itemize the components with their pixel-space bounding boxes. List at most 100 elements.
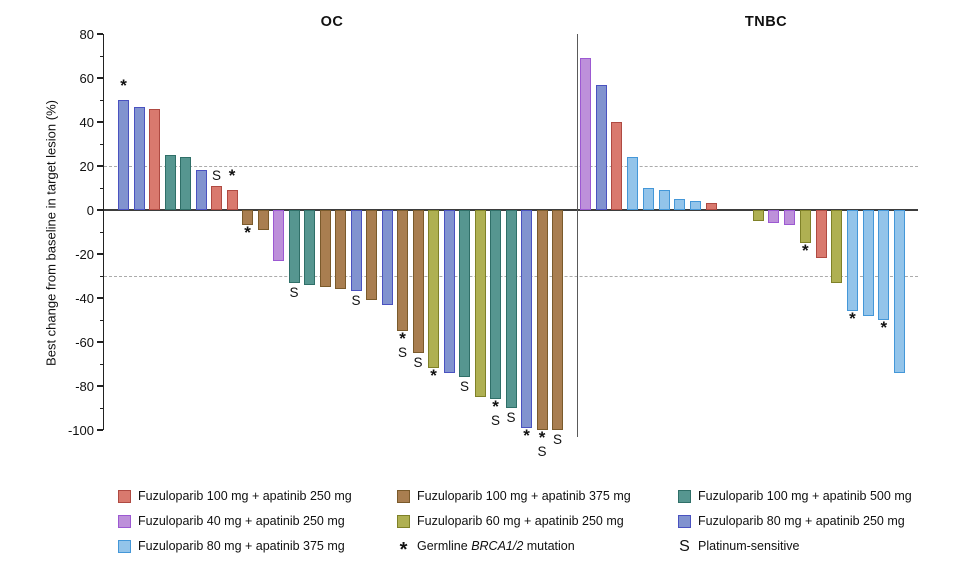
brca-mutation-marker: * xyxy=(523,425,530,445)
y-tick xyxy=(96,121,103,123)
bar xyxy=(595,84,607,210)
legend-swatch xyxy=(118,539,131,553)
y-tick xyxy=(96,297,103,299)
bar xyxy=(288,210,300,283)
y-tick-label: 0 xyxy=(86,202,94,218)
legend-label: Fuzuloparib 40 mg + apatinib 250 mg xyxy=(138,514,345,528)
bar xyxy=(474,210,486,397)
y-minor-tick xyxy=(99,407,103,409)
platinum-sensitive-marker: S xyxy=(459,379,469,395)
bar xyxy=(459,210,470,378)
bar xyxy=(611,122,623,210)
legend-item-f100a500: Fuzuloparib 100 mg + apatinib 500 mg xyxy=(678,489,912,503)
brca-mutation-marker: * xyxy=(244,223,251,243)
bar xyxy=(443,210,455,373)
brca-mutation-marker: * xyxy=(430,366,437,386)
bar xyxy=(149,108,160,210)
y-tick-label: 80 xyxy=(79,26,94,42)
bar xyxy=(180,157,191,210)
bar xyxy=(878,210,890,320)
legend-swatch xyxy=(397,489,410,503)
legend-label: Fuzuloparib 100 mg + apatinib 250 mg xyxy=(138,489,352,503)
bar xyxy=(118,100,129,210)
legend-swatch xyxy=(397,514,410,528)
panel-title-oc: OC xyxy=(320,14,344,30)
brca-mutation-marker: * xyxy=(880,318,888,337)
y-tick xyxy=(96,341,103,343)
s-symbol: S xyxy=(679,537,690,555)
legend-item-f80a375: Fuzuloparib 80 mg + apatinib 375 mg xyxy=(118,539,345,553)
bar xyxy=(862,210,874,316)
y-minor-tick xyxy=(99,275,103,277)
bar xyxy=(350,210,362,292)
platinum-sensitive-marker: S xyxy=(211,167,221,183)
legend-label: Fuzuloparib 80 mg + apatinib 250 mg xyxy=(698,514,905,528)
platinum-sensitive-marker: S xyxy=(552,432,562,447)
bar xyxy=(580,58,591,210)
bar xyxy=(689,201,701,210)
bar xyxy=(133,106,145,210)
bar xyxy=(799,210,811,243)
platinum-sensitive-marker: S xyxy=(490,413,500,429)
bar xyxy=(381,210,393,305)
bar xyxy=(164,155,176,210)
bar xyxy=(304,210,315,285)
bar xyxy=(642,188,654,210)
bar xyxy=(627,157,639,210)
bar xyxy=(335,210,346,290)
y-tick-label: 40 xyxy=(79,114,94,130)
bar xyxy=(319,210,331,287)
brca-mutation-marker: * xyxy=(492,397,499,417)
bar xyxy=(536,210,548,430)
y-minor-tick xyxy=(99,99,103,101)
legend-item-f40a250: Fuzuloparib 40 mg + apatinib 250 mg xyxy=(118,514,345,528)
legend-swatch xyxy=(118,489,131,503)
panel-divider xyxy=(577,34,579,437)
brca-mutation-marker: * xyxy=(538,428,546,447)
y-tick-label: -20 xyxy=(75,246,94,262)
platinum-sensitive-marker: S xyxy=(413,355,423,370)
bar xyxy=(752,210,764,221)
legend-item-f100a250: Fuzuloparib 100 mg + apatinib 250 mg xyxy=(118,489,352,503)
panel-title-tnbc: TNBC xyxy=(744,14,788,30)
y-tick-label: -40 xyxy=(75,290,94,306)
bar xyxy=(846,210,858,312)
bar xyxy=(490,210,501,400)
y-tick-label: 60 xyxy=(79,70,94,86)
y-tick-label: 20 xyxy=(79,158,94,174)
legend-item-platinum-sensitive: S Platinum-sensitive xyxy=(678,537,799,555)
bar xyxy=(831,210,843,283)
y-minor-tick xyxy=(99,143,103,145)
platinum-sensitive-marker: S xyxy=(289,284,299,300)
y-tick xyxy=(96,165,103,167)
bar xyxy=(521,210,532,428)
bar xyxy=(397,210,408,331)
platinum-sensitive-marker: S xyxy=(537,444,547,459)
bar xyxy=(195,170,207,210)
y-tick-label: -100 xyxy=(67,422,94,438)
legend-label: Fuzuloparib 100 mg + apatinib 375 mg xyxy=(417,489,631,503)
platinum-sensitive-marker: S xyxy=(397,345,407,360)
legend-label: Fuzuloparib 100 mg + apatinib 500 mg xyxy=(698,489,912,503)
legend-label: Fuzuloparib 60 mg + apatinib 250 mg xyxy=(417,514,624,528)
bar xyxy=(674,199,686,210)
legend-item-f80a250: Fuzuloparib 80 mg + apatinib 250 mg xyxy=(678,514,905,528)
brca-mutation-marker: * xyxy=(228,166,236,186)
y-minor-tick xyxy=(99,319,103,321)
legend-swatch xyxy=(678,514,691,528)
bar xyxy=(705,203,717,210)
bar xyxy=(552,210,563,430)
y-tick xyxy=(96,429,103,431)
zero-baseline xyxy=(104,209,918,211)
y-axis-line xyxy=(102,34,104,430)
legend-label: Germline BRCA1/2 mutation xyxy=(417,539,575,553)
brca-mutation-marker: * xyxy=(399,329,406,348)
bar xyxy=(768,210,780,224)
bar xyxy=(211,185,222,210)
legend-item-f100a375: Fuzuloparib 100 mg + apatinib 375 mg xyxy=(397,489,631,503)
bar xyxy=(226,190,238,210)
y-tick xyxy=(96,385,103,387)
legend-swatch xyxy=(118,514,131,528)
y-tick-label: -60 xyxy=(75,334,94,350)
bar xyxy=(273,210,284,261)
